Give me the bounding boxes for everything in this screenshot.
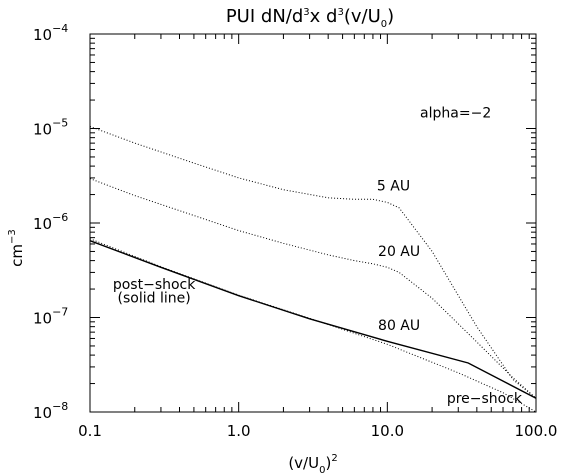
x-tick-label: 100.0 xyxy=(515,422,558,440)
y-tick-label: 10−8 xyxy=(33,400,68,422)
annotation-pre-shock: pre−shock xyxy=(447,391,523,407)
annotation-label-20au: 20 AU xyxy=(378,244,420,260)
y-tick-label: 10−4 xyxy=(33,22,68,44)
series-line-post-shock xyxy=(89,240,537,399)
y-tick-label: 10−7 xyxy=(33,306,68,328)
series-line-20au xyxy=(89,178,537,399)
series-line-5au xyxy=(89,126,537,399)
x-tick-label: 0.1 xyxy=(78,422,102,440)
annotation-label-80au: 80 AU xyxy=(378,318,420,334)
x-tick-label: 1.0 xyxy=(227,422,251,440)
y-tick-label: 10−6 xyxy=(33,211,68,233)
x-tick-label: 10.0 xyxy=(371,422,404,440)
series-line-80au xyxy=(89,238,537,413)
y-tick-label: 10−5 xyxy=(33,117,68,139)
annotation-label-5au: 5 AU xyxy=(377,179,410,195)
x-axis-label: (v/U0)2 xyxy=(288,453,337,475)
annotation-post-shock-1: post−shock xyxy=(113,277,196,293)
annotation-alpha: alpha=−2 xyxy=(420,106,491,122)
annotation-post-shock-2: (solid line) xyxy=(118,290,191,306)
chart-title: PUI dN/d3x d3(v/U0) xyxy=(226,6,394,30)
plot-frame xyxy=(89,33,537,413)
y-axis-label: cm−3 xyxy=(7,229,26,267)
